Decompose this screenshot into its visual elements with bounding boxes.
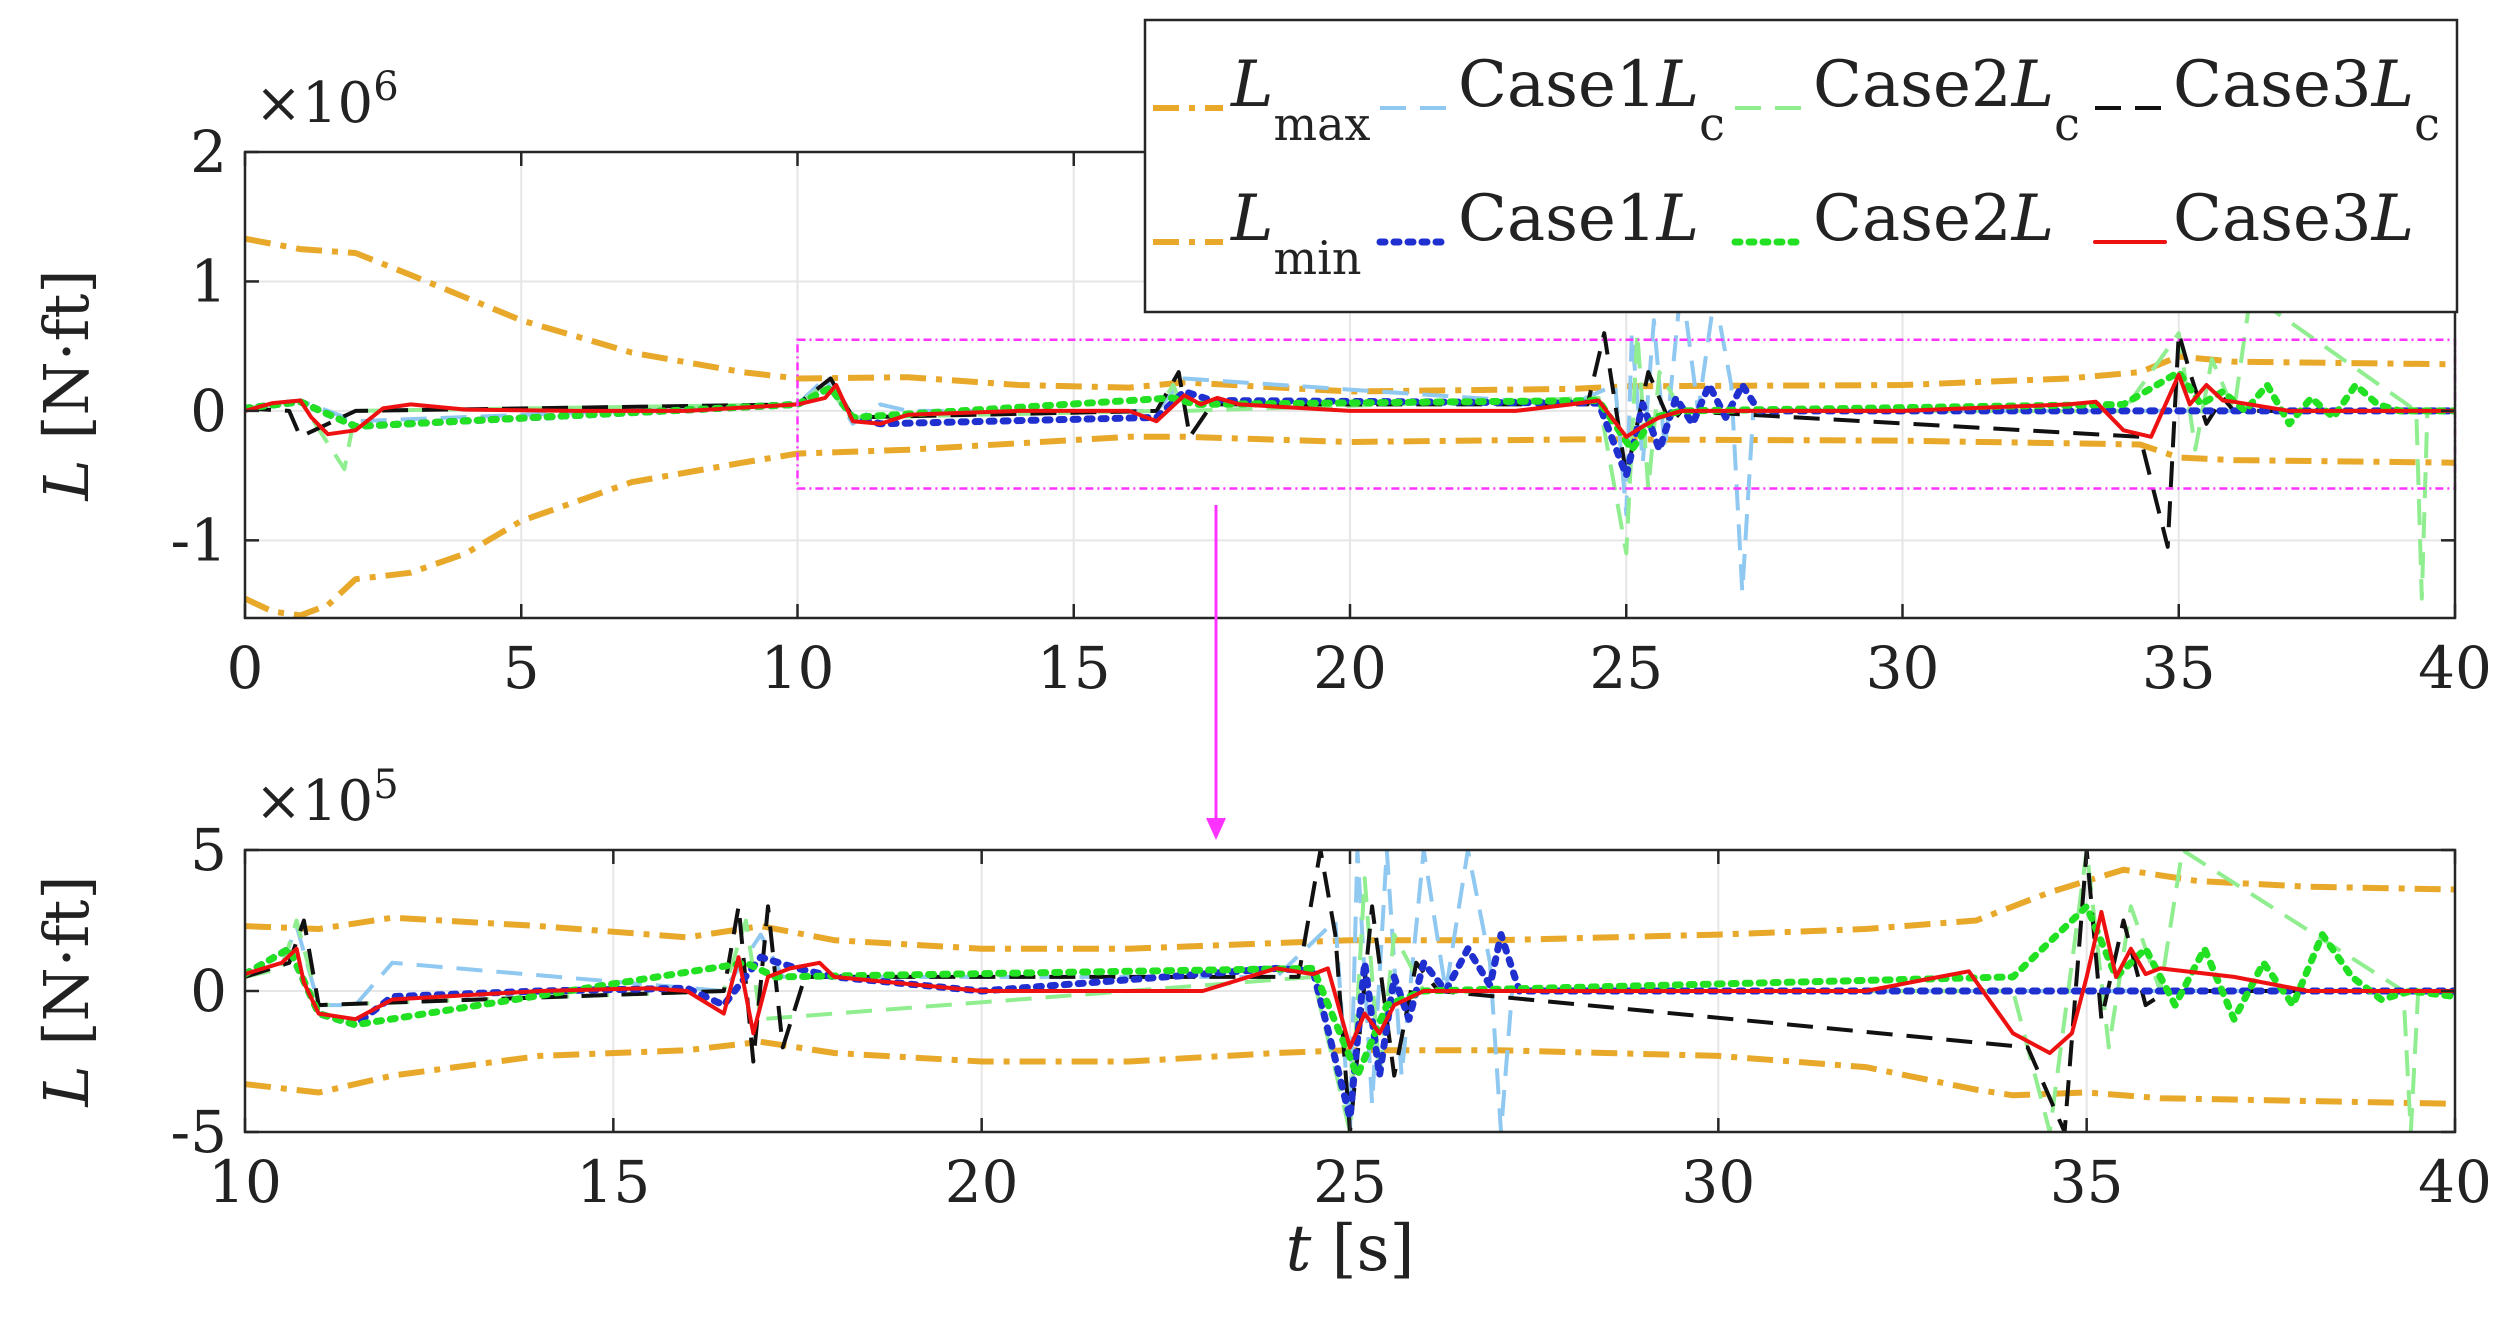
series-case3lc — [245, 850, 2455, 1132]
series-case2l — [245, 902, 2455, 1080]
series-case3l — [245, 372, 2455, 439]
x-tick-label: 35 — [2142, 634, 2216, 702]
x-tick-label: 20 — [945, 1148, 1019, 1216]
legend-entry-label: Lmax — [1230, 48, 1371, 151]
y-tick-label: -1 — [171, 506, 228, 574]
series-lmax — [245, 235, 2455, 395]
legend-entry-label: Case3Lc — [2173, 48, 2440, 151]
x-tick-label: 30 — [1681, 1148, 1755, 1216]
y-tick-label: 5 — [190, 816, 227, 884]
series-lmin — [245, 1038, 2455, 1107]
y-tick-label: -5 — [171, 1098, 228, 1166]
y-axis-label: L [N·ft] — [30, 875, 103, 1107]
x-tick-label: 35 — [2050, 1148, 2124, 1216]
bottom-series-group — [245, 850, 2455, 1132]
series-lmin — [245, 433, 2455, 618]
legend: Lmax Case1Lc Case2Lc Case3Lc Lmin Case1L Case2… — [1143, 18, 2459, 314]
x-tick-label: 5 — [503, 634, 540, 702]
axis-exponent-label: ×105 — [255, 762, 399, 834]
series-case2l — [245, 368, 2455, 454]
zoom-arrow — [1206, 505, 1226, 840]
x-tick-label: 30 — [1866, 634, 1940, 702]
series-case3l — [245, 910, 2455, 1055]
bottom-panel: 10 15 20 25 30 35 40 -5 0 5 ×105 L [N·ft] t [s] — [30, 762, 2492, 1286]
x-tick-label: 10 — [208, 1148, 282, 1216]
series-case2lc — [245, 850, 2455, 1132]
x-tick-label: 0 — [227, 634, 264, 702]
x-tick-label: 15 — [1037, 634, 1111, 702]
legend-box — [1143, 18, 2459, 314]
axis-exponent-label: ×106 — [255, 64, 399, 136]
legend-entry-label: Case1L — [1458, 182, 1699, 256]
legend-entry-label: Lmin — [1230, 182, 1361, 285]
legend-entry-label: Case1Lc — [1458, 48, 1725, 151]
top-series-group — [245, 235, 2455, 618]
series-lmax — [245, 866, 2455, 952]
legend-entry-label: Case2L — [1813, 182, 2054, 256]
y-axis-label: L [N·ft] — [30, 269, 103, 501]
x-tick-label: 25 — [1313, 1148, 1387, 1216]
y-tick-label: 0 — [190, 377, 227, 445]
legend-entry-label: Case2Lc — [1813, 48, 2080, 151]
legend-entry-label: Case3L — [2173, 182, 2414, 256]
x-tick-label: 40 — [2418, 1148, 2492, 1216]
y-tick-label: 0 — [190, 957, 227, 1025]
x-tick-label: 40 — [2418, 634, 2492, 702]
x-tick-label: 25 — [1589, 634, 1663, 702]
x-tick-label: 20 — [1313, 634, 1387, 702]
x-tick-label: 10 — [761, 634, 835, 702]
y-tick-label: 2 — [190, 118, 227, 186]
x-tick-label: 15 — [576, 1148, 650, 1216]
x-axis-label: t [s] — [1286, 1212, 1415, 1286]
y-tick-label: 1 — [190, 247, 227, 315]
